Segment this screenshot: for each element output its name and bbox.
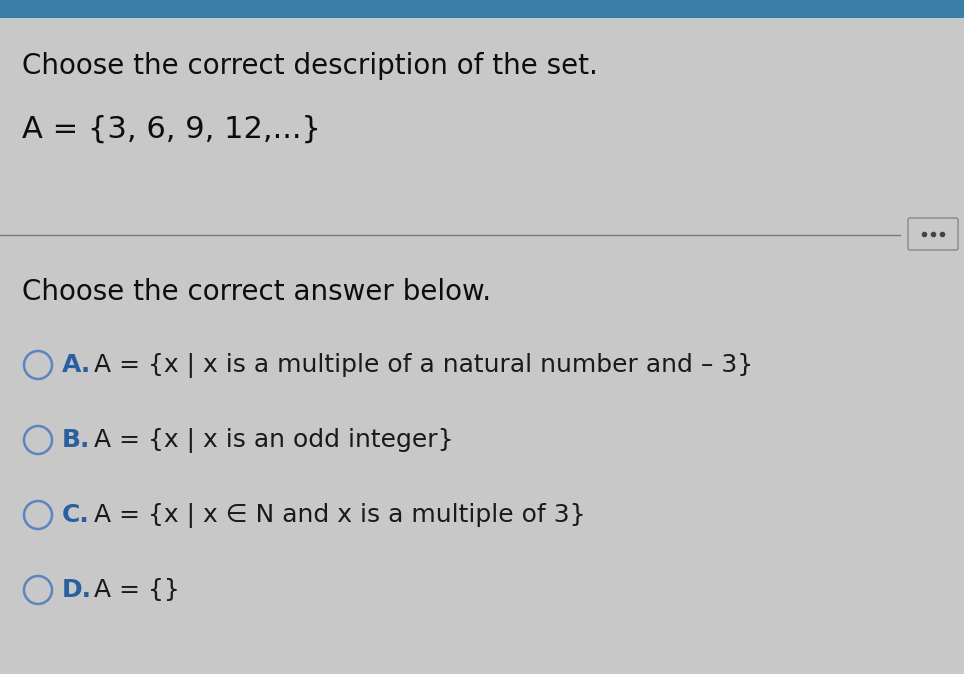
Text: A = {x | x ∈ N and x is a multiple of 3}: A = {x | x ∈ N and x is a multiple of 3} [94,503,585,528]
Text: Choose the correct description of the set.: Choose the correct description of the se… [22,52,598,80]
Text: B.: B. [62,428,91,452]
Text: C.: C. [62,503,90,527]
Text: D.: D. [62,578,92,602]
Text: Choose the correct answer below.: Choose the correct answer below. [22,278,491,306]
Text: A.: A. [62,353,92,377]
Text: A = {x | x is a multiple of a natural number and – 3}: A = {x | x is a multiple of a natural nu… [94,353,753,378]
Bar [0,0,964,18]
Text: A = {3, 6, 9, 12,...}: A = {3, 6, 9, 12,...} [22,115,321,144]
Text: A = {x | x is an odd integer}: A = {x | x is an odd integer} [94,428,454,453]
Text: A = {}: A = {} [94,578,180,602]
FancyBboxPatch shape [908,218,958,250]
